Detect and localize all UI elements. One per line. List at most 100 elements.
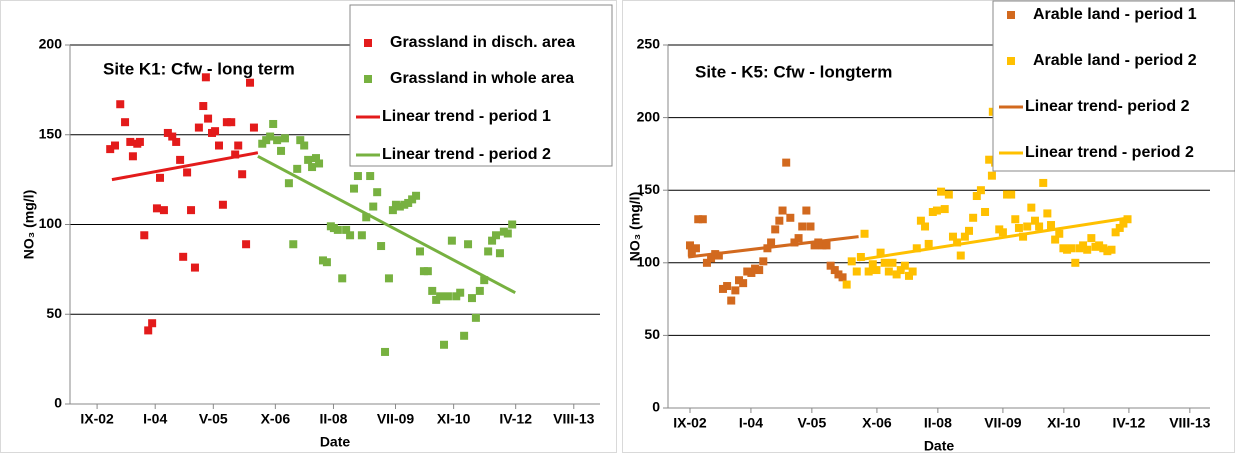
y-tick-label: 100 — [637, 254, 661, 270]
legend-marker — [1007, 11, 1015, 19]
legend-label: Linear trend- period 2 — [1025, 98, 1190, 115]
data-point — [249, 123, 258, 132]
data-point — [948, 232, 957, 241]
data-point — [860, 229, 869, 238]
data-point — [1051, 235, 1060, 244]
data-point — [338, 274, 347, 283]
data-point — [475, 286, 484, 295]
data-point — [199, 102, 208, 111]
data-point — [896, 266, 905, 275]
x-tick-label: V-05 — [797, 415, 826, 431]
data-point — [148, 319, 157, 328]
data-point — [277, 146, 286, 155]
data-point — [366, 172, 375, 181]
data-point — [503, 229, 512, 238]
data-point — [300, 141, 309, 150]
data-point — [152, 204, 161, 213]
data-point — [412, 191, 421, 200]
data-point — [755, 266, 764, 275]
data-point — [1067, 244, 1076, 253]
data-point — [1083, 245, 1092, 254]
data-point — [377, 242, 386, 251]
data-point — [1003, 190, 1012, 199]
data-point — [304, 155, 313, 164]
data-point — [969, 213, 978, 222]
data-point — [944, 190, 953, 199]
data-point — [495, 249, 504, 258]
data-point — [381, 347, 390, 356]
data-point — [775, 216, 784, 225]
data-point — [778, 206, 787, 215]
data-point — [456, 288, 465, 297]
data-point — [972, 192, 981, 201]
data-point — [168, 132, 177, 141]
data-point — [227, 118, 236, 127]
data-point — [1039, 178, 1048, 187]
data-point — [771, 225, 780, 234]
data-point — [782, 158, 791, 167]
data-point — [838, 273, 847, 282]
legend-box — [349, 4, 613, 167]
x-tick-label: XI-10 — [1047, 415, 1081, 431]
legend-marker — [364, 39, 372, 47]
data-point — [242, 240, 251, 249]
y-tick-label: 50 — [46, 305, 62, 321]
data-point — [743, 267, 752, 276]
data-point — [128, 152, 137, 161]
data-point — [904, 271, 913, 280]
chart-panel: 0 50 100 150 200 250 IX-02 I-04 V-05 X-06 II-08 VII… — [627, 0, 1235, 453]
data-point — [872, 266, 881, 275]
x-tick-label: V-05 — [199, 411, 228, 427]
data-point — [698, 215, 707, 224]
data-point — [214, 141, 223, 150]
data-point — [362, 213, 371, 222]
data-point — [194, 123, 203, 132]
data-point — [956, 251, 965, 260]
x-axis-label: Date — [924, 438, 955, 453]
data-point — [315, 159, 324, 168]
data-point — [1107, 245, 1116, 254]
data-point — [767, 238, 776, 247]
data-point — [691, 244, 700, 253]
data-point — [856, 252, 865, 261]
data-point — [998, 228, 1007, 237]
data-point — [727, 296, 736, 305]
data-point — [140, 231, 149, 240]
data-point — [436, 292, 445, 301]
data-point — [916, 216, 925, 225]
legend-label: Grassland in whole area — [390, 70, 574, 87]
data-point — [794, 234, 803, 243]
data-point — [714, 251, 723, 260]
y-tick-label: 0 — [652, 399, 660, 415]
data-point — [847, 257, 856, 266]
data-point — [759, 257, 768, 266]
x-tick-label: I-04 — [143, 411, 167, 427]
data-point — [201, 73, 210, 82]
x-tick-label: VII-09 — [984, 415, 1022, 431]
data-point — [822, 241, 831, 250]
data-point — [211, 127, 220, 136]
data-point — [492, 231, 501, 240]
data-point — [888, 258, 897, 267]
legend-label: Arable land - period 2 — [1033, 52, 1197, 69]
data-point — [126, 137, 135, 146]
plot-title: Site K1: Cfw - long term — [103, 59, 295, 78]
legend-box — [992, 0, 1235, 172]
data-point — [718, 284, 727, 293]
y-tick-label: 200 — [637, 108, 661, 124]
data-point — [876, 248, 885, 257]
data-point — [1079, 241, 1088, 250]
trend-line — [687, 235, 859, 259]
data-point — [1063, 245, 1072, 254]
data-point — [739, 279, 748, 288]
x-tick-label: VIII-13 — [553, 411, 594, 427]
y-tick-label: 150 — [39, 125, 63, 141]
y-tick-label: 100 — [39, 215, 63, 231]
data-point — [190, 263, 199, 272]
data-point — [238, 170, 247, 179]
x-tick-label: II-08 — [319, 411, 347, 427]
data-point — [384, 274, 393, 283]
trend-line — [257, 154, 516, 295]
data-point — [284, 179, 293, 188]
data-point — [685, 241, 694, 250]
